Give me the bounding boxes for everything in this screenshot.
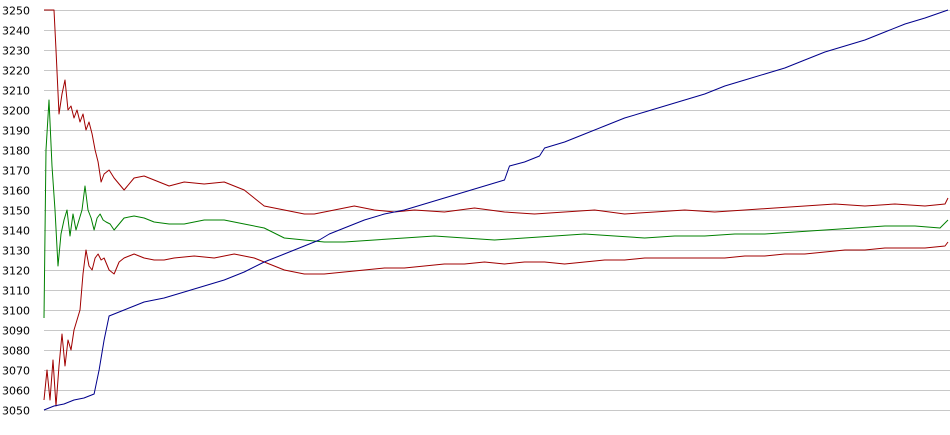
series-lines — [43, 9, 949, 411]
y-tick-label: 3200 — [2, 105, 30, 118]
y-tick-label: 3060 — [2, 385, 30, 398]
gridlines — [44, 10, 950, 411]
y-tick-label: 3090 — [2, 325, 30, 338]
y-tick-label: 3210 — [2, 85, 30, 98]
y-tick-label: 3190 — [2, 125, 30, 138]
y-tick-label: 3130 — [2, 245, 30, 258]
y-tick-label: 3100 — [2, 305, 30, 318]
y-tick-label: 3250 — [2, 5, 30, 18]
y-tick-label: 3170 — [2, 165, 30, 178]
series-line-middle — [43, 99, 949, 319]
series-line-trend — [43, 9, 949, 411]
y-tick-label: 3070 — [2, 365, 30, 378]
y-axis-tick-labels: 3050 3060 3070 3080 3090 3100 3110 3120 3130 3140… — [2, 5, 30, 418]
y-tick-label: 3220 — [2, 65, 30, 78]
y-tick-label: 3110 — [2, 285, 30, 298]
y-tick-label: 3050 — [2, 405, 30, 418]
y-tick-label: 3150 — [2, 205, 30, 218]
y-tick-label: 3240 — [2, 25, 30, 38]
y-tick-label: 3180 — [2, 145, 30, 158]
series-line-upper — [44, 9, 949, 215]
y-tick-label: 3140 — [2, 225, 30, 238]
y-tick-label: 3230 — [2, 45, 30, 58]
y-tick-label: 3160 — [2, 185, 30, 198]
y-tick-label: 3080 — [2, 345, 30, 358]
series-line-lower — [43, 241, 949, 407]
y-tick-label: 3120 — [2, 265, 30, 278]
